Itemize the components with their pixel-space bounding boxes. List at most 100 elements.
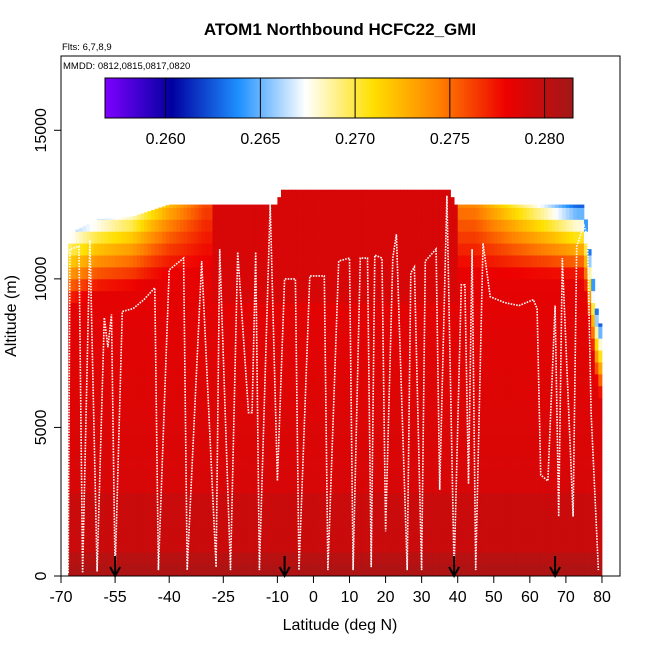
heatmap-cell: [353, 338, 358, 351]
heatmap-cell: [165, 409, 170, 422]
heatmap-cell: [342, 219, 347, 232]
heatmap-cell: [176, 278, 181, 292]
heatmap-cell: [165, 433, 170, 446]
heatmap-cell: [234, 409, 239, 422]
heatmap-cell: [425, 504, 430, 517]
heatmap-cell: [374, 492, 379, 506]
heatmap-cell: [342, 189, 347, 197]
heatmap-cell: [385, 528, 390, 541]
heatmap-cell: [299, 409, 304, 422]
heatmap-cell: [219, 492, 224, 506]
heatmap-cell: [237, 457, 242, 470]
heatmap-cell: [436, 504, 441, 517]
heatmap-cell: [504, 504, 509, 517]
heatmap-cell: [385, 409, 390, 422]
heatmap-cell: [212, 421, 217, 434]
heatmap-cell: [425, 219, 430, 232]
heatmap-cell: [313, 552, 318, 565]
heatmap-cell: [342, 362, 347, 375]
heatmap-cell: [367, 480, 372, 494]
heatmap-cell: [432, 492, 437, 506]
heatmap-cell: [508, 385, 513, 399]
heatmap-cell: [147, 409, 152, 422]
heatmap-cell: [468, 516, 473, 529]
heatmap-cell: [172, 231, 177, 244]
heatmap-cell: [378, 195, 383, 208]
heatmap-cell: [259, 504, 264, 517]
heatmap-cell: [519, 564, 524, 576]
heatmap-cell: [244, 219, 249, 232]
heatmap-cell: [97, 409, 102, 422]
heatmap-cell: [486, 231, 491, 244]
heatmap-cell: [385, 564, 390, 576]
heatmap-cell: [479, 552, 484, 565]
heatmap-cell: [443, 195, 448, 208]
heatmap-cell: [392, 350, 397, 363]
heatmap-cell: [176, 421, 181, 434]
heatmap-cell: [154, 540, 159, 553]
heatmap-cell: [270, 231, 275, 244]
heatmap-cell: [212, 231, 217, 244]
heatmap-cell: [291, 528, 296, 541]
heatmap-cell: [180, 350, 185, 363]
heatmap-cell: [244, 457, 249, 470]
heatmap-cell: [143, 350, 148, 363]
heatmap-cell: [244, 552, 249, 565]
heatmap-cell: [587, 350, 592, 363]
heatmap-cell: [403, 278, 408, 292]
heatmap-cell: [75, 373, 80, 387]
heatmap-cell: [140, 552, 145, 565]
heatmap-cell: [198, 243, 203, 256]
heatmap-cell: [317, 266, 322, 280]
heatmap-cell: [277, 219, 282, 232]
heatmap-cell: [75, 445, 80, 458]
heatmap-cell: [161, 314, 166, 327]
heatmap-cell: [306, 338, 311, 351]
heatmap-cell: [71, 314, 76, 327]
heatmap-cell: [371, 397, 376, 410]
heatmap-cell: [93, 373, 98, 387]
heatmap-cell: [169, 231, 174, 244]
heatmap-cell: [154, 219, 159, 232]
plot-area: [61, 56, 620, 576]
heatmap-cell: [515, 302, 520, 315]
heatmap-cell: [309, 326, 314, 339]
heatmap-cell: [244, 564, 249, 576]
heatmap-cell: [342, 350, 347, 363]
heatmap-cell: [151, 350, 156, 363]
heatmap-cell: [482, 326, 487, 339]
heatmap-cell: [547, 373, 552, 387]
heatmap-cell: [407, 504, 412, 517]
heatmap-cell: [82, 504, 87, 517]
heatmap-cell: [125, 338, 130, 351]
heatmap-cell: [306, 231, 311, 244]
x-tick-label: -10: [266, 589, 289, 606]
heatmap-cell: [79, 469, 84, 482]
heatmap-cell: [547, 397, 552, 410]
heatmap-cell: [461, 231, 466, 244]
heatmap-cell: [475, 338, 480, 351]
heatmap-cell: [519, 314, 524, 327]
heatmap-cell: [107, 552, 112, 565]
heatmap-cell: [425, 564, 430, 576]
heatmap-cell: [583, 338, 588, 351]
heatmap-cell: [71, 278, 76, 292]
heatmap-cell: [443, 445, 448, 458]
heatmap-cell: [244, 314, 249, 327]
heatmap-cell: [540, 540, 545, 553]
heatmap-cell: [115, 385, 120, 399]
heatmap-cell: [594, 421, 599, 434]
heatmap-cell: [486, 243, 491, 256]
heatmap-cell: [82, 326, 87, 339]
heatmap-cell: [270, 504, 275, 517]
heatmap-cell: [526, 302, 531, 315]
heatmap-cell: [573, 231, 578, 244]
heatmap-cell: [497, 564, 502, 576]
heatmap-cell: [89, 540, 94, 553]
heatmap-cell: [374, 385, 379, 399]
heatmap-cell: [234, 385, 239, 399]
heatmap-cell: [226, 314, 231, 327]
heatmap-cell: [428, 492, 433, 506]
heatmap-cell: [573, 302, 578, 315]
heatmap-cell: [180, 290, 185, 304]
